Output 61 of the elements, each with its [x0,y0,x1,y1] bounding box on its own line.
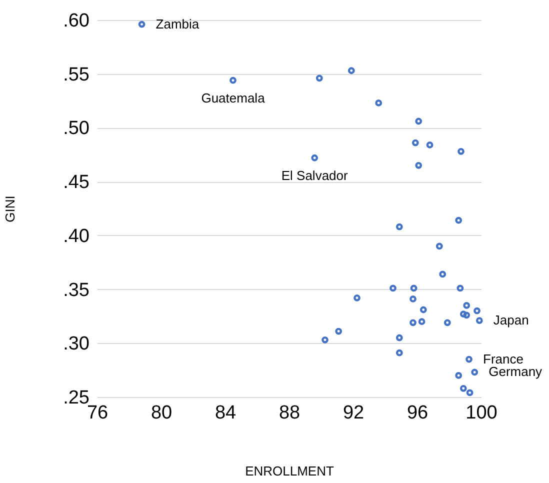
x-tick-label: 96 [406,402,428,424]
point [230,76,236,84]
point [412,139,419,146]
x-tick-label: 88 [278,402,300,424]
y-tick-label: .35 [63,280,90,301]
point [466,356,472,363]
annotation: Zambia [156,16,200,32]
point [322,336,328,344]
point [466,389,474,396]
point [396,334,403,342]
point [439,270,446,278]
point [476,317,483,324]
point [375,100,382,106]
y-tick-label: .60 [63,10,90,32]
x-tick-label: 80 [150,402,172,424]
point [474,307,480,314]
point [354,294,360,302]
point [335,328,342,335]
point [396,223,403,230]
point [316,74,323,82]
point [436,242,443,250]
point [460,384,467,392]
point [410,319,416,326]
point [455,216,462,224]
point [426,142,434,148]
point [410,284,418,292]
point [138,20,146,28]
point [456,284,464,292]
annotation: Japan [493,312,529,328]
point [390,284,396,292]
y-tick-label: .50 [63,118,90,140]
point [348,67,355,74]
annotation: Guatemala [201,90,266,106]
point [420,306,427,314]
point [460,310,467,318]
point [396,349,403,356]
x-tick-label: 76 [86,402,108,424]
annotation: Germany [488,364,543,380]
point [458,148,464,155]
point [463,312,470,319]
point [410,296,416,302]
y-tick-label: .55 [63,64,90,86]
y-tick-label: .45 [63,172,90,194]
point [455,372,462,379]
point [311,154,318,162]
y-tick-label: .25 [63,388,90,408]
point [463,302,470,309]
y-axis-title: GINI [2,196,18,222]
point [415,162,422,169]
point [471,368,478,376]
annotation: France [483,351,524,366]
x-axis-title: ENROLLMENT [245,464,334,478]
point [418,318,426,326]
y-tick-label: .40 [63,226,90,247]
point [444,319,451,326]
annotation: El Salvador [281,168,349,183]
x-tick-label: 92 [342,402,364,424]
x-tick-label: 100 [466,402,498,424]
point [415,118,422,125]
x-tick-label: 84 [214,402,236,424]
y-tick-label: .30 [63,334,90,355]
